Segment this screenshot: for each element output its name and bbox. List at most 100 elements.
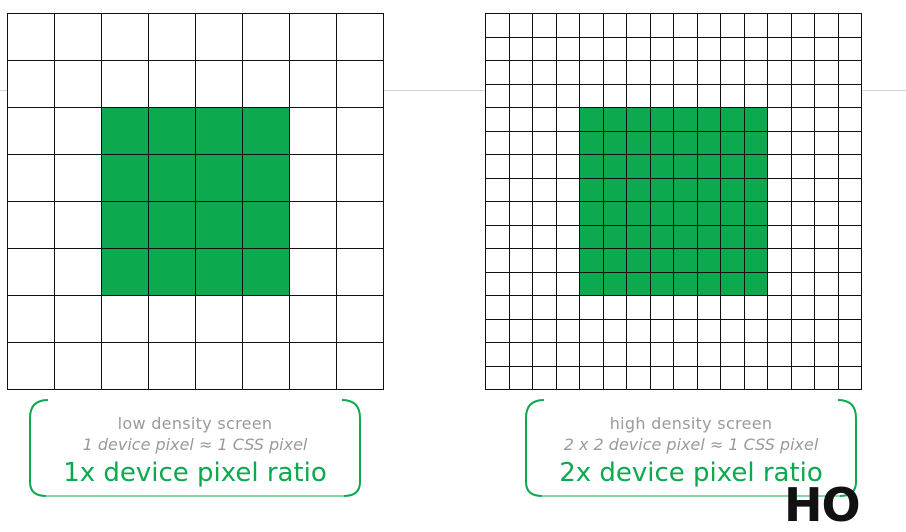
pixel-cell <box>486 272 510 296</box>
pixel-cell <box>509 366 533 390</box>
pixel-cell <box>744 343 768 367</box>
filled-pixel-cell <box>650 225 674 249</box>
pixel-cell <box>627 84 651 108</box>
filled-pixel-cell <box>744 108 768 132</box>
pixel-cell <box>149 296 196 343</box>
pixel-cell <box>509 178 533 202</box>
pixel-cell <box>603 14 627 38</box>
pixel-cell <box>815 84 839 108</box>
filled-pixel-cell <box>627 225 651 249</box>
pixel-cell <box>627 37 651 61</box>
pixel-cell <box>533 202 557 226</box>
pixel-cell <box>815 61 839 85</box>
pixel-cell <box>791 319 815 343</box>
pixel-cell <box>533 249 557 273</box>
pixel-cell <box>791 108 815 132</box>
pixel-cell <box>556 155 580 179</box>
low-density-pixel-grid <box>7 13 384 390</box>
low-density-caption: low density screen 1 device pixel ≈ 1 CS… <box>26 396 364 500</box>
pixel-cell <box>486 249 510 273</box>
pixel-cell <box>697 296 721 320</box>
pixel-cell <box>838 272 862 296</box>
filled-pixel-cell <box>149 249 196 296</box>
pixel-cell <box>791 178 815 202</box>
filled-pixel-cell <box>603 272 627 296</box>
filled-pixel-cell <box>627 131 651 155</box>
pixel-cell <box>533 84 557 108</box>
filled-pixel-cell <box>196 108 243 155</box>
pixel-cell <box>580 14 604 38</box>
pixel-cell <box>674 61 698 85</box>
pixel-cell <box>791 249 815 273</box>
pixel-cell <box>337 296 384 343</box>
pixel-cell <box>337 155 384 202</box>
filled-pixel-cell <box>196 202 243 249</box>
pixel-cell <box>603 343 627 367</box>
caption-equation: 1 device pixel ≈ 1 CSS pixel <box>82 435 308 454</box>
pixel-cell <box>838 14 862 38</box>
pixel-cell <box>580 366 604 390</box>
pixel-cell <box>838 296 862 320</box>
pixel-cell <box>744 84 768 108</box>
filled-pixel-cell <box>650 108 674 132</box>
pixel-cell <box>533 178 557 202</box>
pixel-cell <box>744 14 768 38</box>
pixel-cell <box>791 343 815 367</box>
pixel-cell <box>721 319 745 343</box>
filled-pixel-cell <box>697 178 721 202</box>
pixel-cell <box>603 61 627 85</box>
pixel-cell <box>509 108 533 132</box>
pixel-cell <box>556 249 580 273</box>
pixel-cell <box>838 61 862 85</box>
pixel-cell <box>243 343 290 390</box>
pixel-cell <box>815 296 839 320</box>
filled-pixel-cell <box>674 202 698 226</box>
pixel-cell <box>556 61 580 85</box>
pixel-cell <box>768 178 792 202</box>
pixel-cell <box>8 14 55 61</box>
filled-pixel-cell <box>744 272 768 296</box>
filled-pixel-cell <box>580 225 604 249</box>
pixel-cell <box>509 272 533 296</box>
filled-pixel-cell <box>627 272 651 296</box>
pixel-cell <box>815 108 839 132</box>
pixel-cell <box>55 296 102 343</box>
pixel-cell <box>768 202 792 226</box>
pixel-cell <box>674 84 698 108</box>
pixel-cell <box>486 14 510 38</box>
pixel-cell <box>815 343 839 367</box>
pixel-cell <box>196 343 243 390</box>
pixel-cell <box>509 202 533 226</box>
filled-pixel-cell <box>650 272 674 296</box>
pixel-cell <box>243 296 290 343</box>
filled-pixel-cell <box>674 249 698 273</box>
pixel-cell <box>55 61 102 108</box>
pixel-cell <box>556 178 580 202</box>
filled-pixel-cell <box>697 131 721 155</box>
pixel-cell <box>838 366 862 390</box>
pixel-cell <box>744 319 768 343</box>
filled-pixel-cell <box>650 202 674 226</box>
filled-pixel-cell <box>603 202 627 226</box>
caption-title: high density screen <box>609 414 773 433</box>
pixel-cell <box>290 343 337 390</box>
pixel-cell <box>533 131 557 155</box>
filled-pixel-cell <box>721 155 745 179</box>
filled-pixel-cell <box>580 155 604 179</box>
filled-pixel-cell <box>627 155 651 179</box>
pixel-cell <box>674 343 698 367</box>
pixel-cell <box>603 296 627 320</box>
pixel-cell <box>791 155 815 179</box>
horizontal-divider-line <box>0 90 906 91</box>
pixel-cell <box>744 366 768 390</box>
pixel-cell <box>627 14 651 38</box>
pixel-cell <box>768 61 792 85</box>
pixel-cell <box>533 108 557 132</box>
pixel-cell <box>509 319 533 343</box>
pixel-cell <box>768 249 792 273</box>
pixel-cell <box>55 108 102 155</box>
pixel-cell <box>290 14 337 61</box>
filled-pixel-cell <box>697 155 721 179</box>
pixel-cell <box>55 14 102 61</box>
pixel-cell <box>650 343 674 367</box>
